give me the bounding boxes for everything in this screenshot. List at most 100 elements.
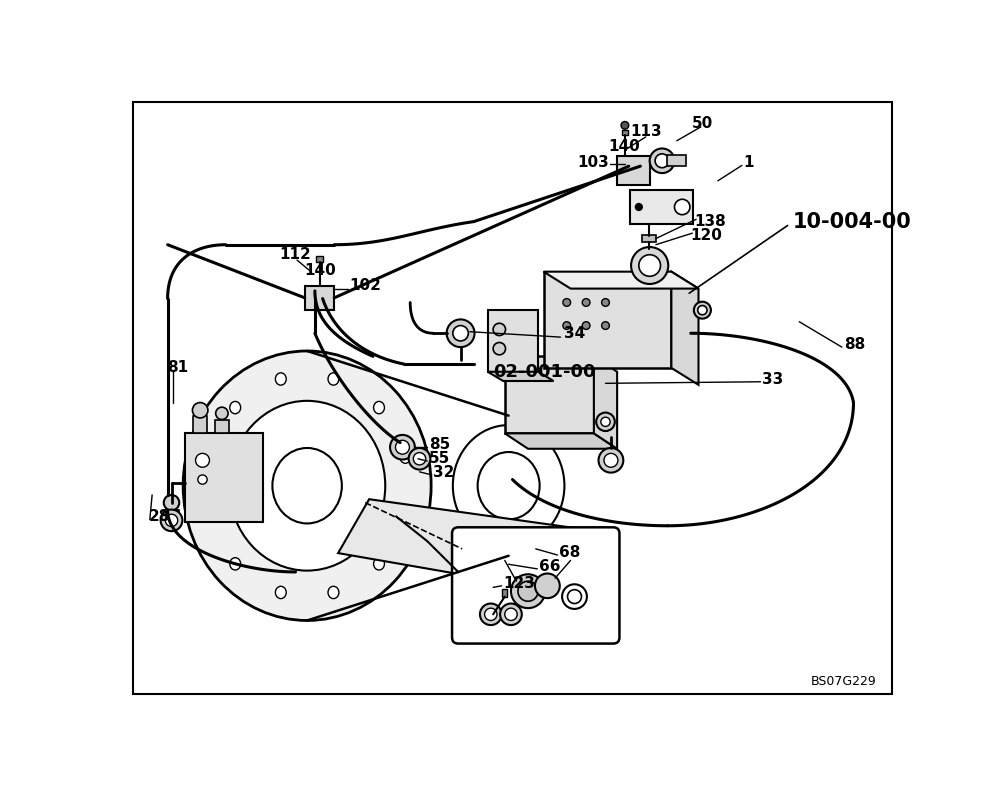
Circle shape	[164, 495, 179, 511]
Ellipse shape	[183, 351, 431, 620]
Ellipse shape	[694, 302, 711, 318]
Circle shape	[562, 584, 587, 609]
Text: 140: 140	[608, 139, 640, 154]
Ellipse shape	[374, 558, 384, 570]
Circle shape	[631, 247, 668, 284]
Circle shape	[161, 510, 182, 531]
Text: 113: 113	[630, 124, 662, 139]
Ellipse shape	[478, 452, 540, 519]
Bar	[164, 511, 179, 518]
Circle shape	[500, 604, 522, 625]
Text: 50: 50	[692, 117, 713, 132]
Bar	[630, 190, 693, 224]
Text: 123: 123	[503, 576, 535, 591]
Bar	[316, 256, 323, 262]
Circle shape	[493, 323, 506, 336]
Text: 68: 68	[559, 545, 580, 560]
Circle shape	[505, 608, 517, 620]
Circle shape	[582, 322, 590, 329]
Polygon shape	[505, 433, 617, 448]
Text: 120: 120	[691, 228, 723, 243]
Bar	[215, 419, 229, 433]
Bar	[622, 130, 628, 135]
Text: 103: 103	[577, 154, 609, 170]
Polygon shape	[544, 272, 698, 288]
Circle shape	[198, 475, 207, 484]
Circle shape	[636, 204, 642, 210]
Ellipse shape	[203, 451, 214, 463]
Text: 102: 102	[350, 278, 382, 293]
Circle shape	[599, 448, 623, 473]
Circle shape	[165, 515, 178, 526]
Circle shape	[563, 299, 571, 307]
Circle shape	[621, 121, 629, 129]
Bar	[667, 154, 686, 166]
Bar	[505, 356, 594, 433]
Ellipse shape	[650, 148, 674, 173]
Circle shape	[196, 453, 209, 467]
Ellipse shape	[272, 448, 342, 523]
Circle shape	[493, 343, 506, 355]
Circle shape	[518, 582, 538, 601]
Bar	[544, 272, 671, 368]
Text: 112: 112	[280, 247, 311, 262]
Circle shape	[563, 322, 571, 329]
Circle shape	[447, 319, 475, 348]
Circle shape	[192, 403, 208, 418]
Ellipse shape	[230, 401, 241, 414]
Text: 140: 140	[304, 262, 336, 277]
Circle shape	[409, 448, 430, 470]
Circle shape	[395, 440, 409, 454]
Circle shape	[535, 574, 560, 598]
Circle shape	[568, 589, 581, 604]
Circle shape	[480, 604, 502, 625]
Text: 81: 81	[168, 360, 189, 375]
Circle shape	[602, 299, 609, 307]
Polygon shape	[338, 499, 609, 600]
Circle shape	[602, 322, 609, 329]
Text: 85: 85	[429, 437, 450, 452]
Text: 02-001-00: 02-001-00	[493, 362, 596, 381]
Text: 33: 33	[762, 372, 783, 387]
Circle shape	[413, 452, 426, 465]
Ellipse shape	[400, 508, 411, 521]
Text: 10-004-00: 10-004-00	[793, 212, 912, 232]
Polygon shape	[671, 272, 698, 385]
Circle shape	[485, 608, 497, 620]
Ellipse shape	[203, 508, 214, 521]
Text: 28: 28	[148, 509, 170, 524]
Ellipse shape	[229, 401, 385, 571]
Circle shape	[216, 407, 228, 419]
Ellipse shape	[698, 306, 707, 314]
Circle shape	[511, 574, 545, 608]
Ellipse shape	[230, 558, 241, 570]
Circle shape	[453, 325, 468, 341]
Circle shape	[601, 417, 610, 426]
Ellipse shape	[275, 586, 286, 599]
Bar	[642, 235, 656, 243]
Ellipse shape	[328, 373, 339, 385]
Bar	[488, 310, 538, 372]
Bar	[502, 589, 507, 597]
Bar	[305, 285, 334, 310]
Text: BS07G229: BS07G229	[811, 675, 877, 688]
Ellipse shape	[453, 425, 564, 546]
Text: 34: 34	[564, 325, 585, 340]
Bar	[617, 156, 650, 185]
Bar	[185, 433, 263, 522]
Ellipse shape	[655, 154, 669, 168]
Ellipse shape	[328, 586, 339, 599]
Text: 66: 66	[539, 559, 560, 574]
Circle shape	[582, 299, 590, 307]
Text: 88: 88	[844, 337, 865, 352]
Circle shape	[390, 435, 415, 459]
Text: 55: 55	[429, 452, 450, 466]
Polygon shape	[488, 372, 554, 381]
Polygon shape	[594, 356, 617, 448]
Circle shape	[639, 255, 661, 277]
Text: 1: 1	[743, 154, 754, 170]
Text: 138: 138	[695, 214, 726, 229]
Ellipse shape	[374, 401, 384, 414]
FancyBboxPatch shape	[452, 527, 619, 644]
Ellipse shape	[275, 373, 286, 385]
